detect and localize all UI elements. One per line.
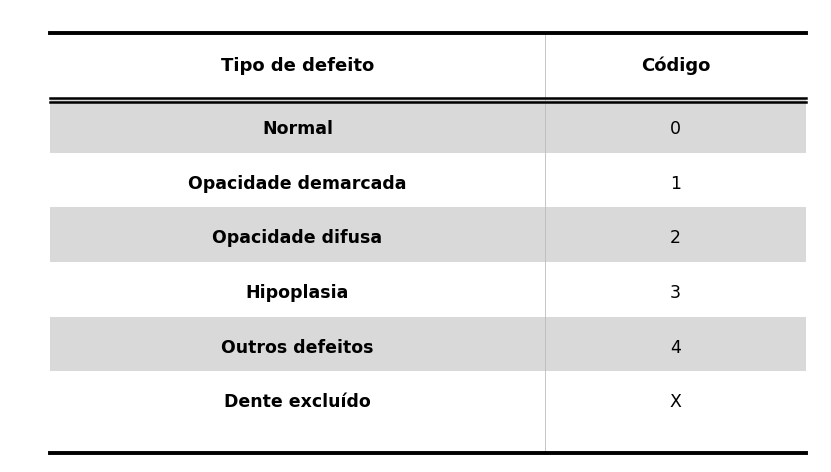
Text: Outros defeitos: Outros defeitos: [221, 339, 374, 357]
Text: Hipoplasia: Hipoplasia: [246, 284, 349, 302]
Text: 1: 1: [670, 175, 681, 193]
Text: Código: Código: [641, 56, 711, 75]
Text: 3: 3: [670, 284, 681, 302]
Text: 0: 0: [670, 120, 681, 138]
Bar: [50, 317, 806, 371]
Bar: [50, 207, 806, 262]
Text: 4: 4: [670, 339, 681, 357]
Text: X: X: [670, 393, 681, 411]
Text: Opacidade difusa: Opacidade difusa: [213, 229, 382, 247]
Text: Tipo de defeito: Tipo de defeito: [221, 57, 374, 75]
Text: Dente excluído: Dente excluído: [224, 393, 371, 411]
Text: Opacidade demarcada: Opacidade demarcada: [189, 175, 406, 193]
Bar: [50, 98, 806, 153]
Text: Normal: Normal: [262, 120, 333, 138]
Text: 2: 2: [670, 229, 681, 247]
